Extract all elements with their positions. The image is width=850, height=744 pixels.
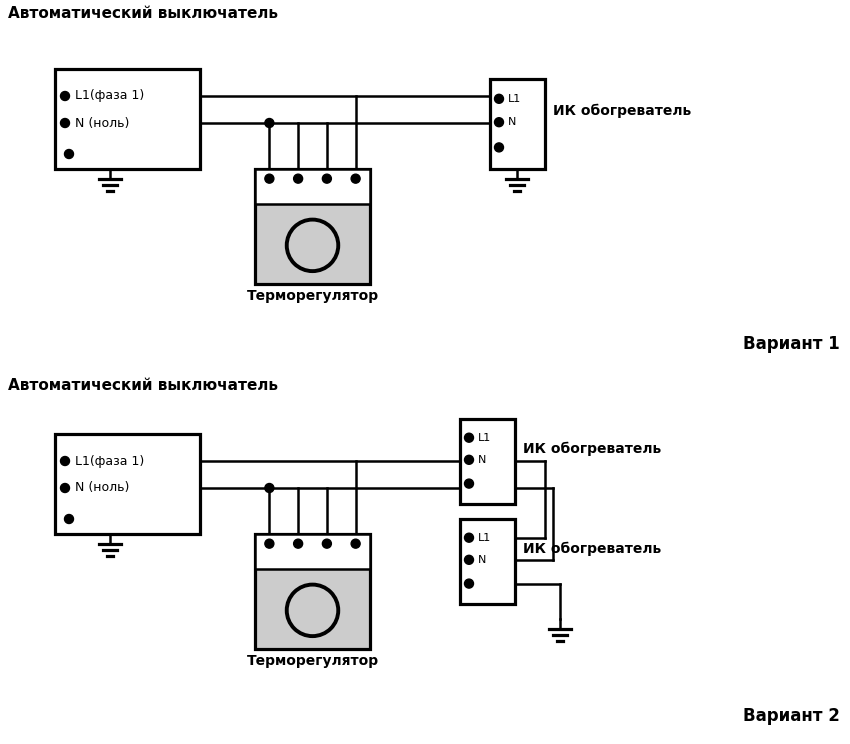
Circle shape: [293, 174, 303, 183]
Text: ИК обогреватель: ИК обогреватель: [553, 103, 691, 118]
Circle shape: [464, 479, 473, 488]
Circle shape: [495, 118, 503, 126]
Text: 2: 2: [324, 189, 330, 199]
Text: N: N: [266, 189, 273, 199]
Circle shape: [322, 539, 332, 548]
Text: N: N: [478, 555, 486, 565]
Text: Автоматический выключатель: Автоматический выключатель: [8, 6, 278, 21]
Text: 1: 1: [353, 554, 359, 564]
Bar: [460, 519, 515, 604]
Circle shape: [60, 484, 70, 493]
Text: 2: 2: [324, 554, 330, 564]
Circle shape: [265, 539, 274, 548]
Circle shape: [293, 539, 303, 548]
Text: N: N: [294, 189, 302, 199]
Bar: [55, 69, 200, 169]
Circle shape: [60, 92, 70, 100]
Bar: [490, 79, 545, 169]
Circle shape: [60, 118, 70, 127]
Bar: [255, 169, 370, 204]
Circle shape: [265, 174, 274, 183]
Circle shape: [464, 555, 473, 564]
Circle shape: [286, 219, 338, 271]
Circle shape: [495, 143, 503, 152]
Circle shape: [464, 433, 473, 442]
Circle shape: [464, 533, 473, 542]
Text: ИК обогреватель: ИК обогреватель: [523, 542, 661, 556]
Bar: [255, 534, 370, 568]
Text: L1: L1: [508, 94, 521, 104]
Circle shape: [351, 174, 360, 183]
Text: N: N: [266, 554, 273, 564]
Text: L1(фаза 1): L1(фаза 1): [75, 89, 144, 103]
Bar: [460, 419, 515, 504]
Text: N (ноль): N (ноль): [75, 117, 129, 129]
Text: N: N: [478, 455, 486, 465]
Circle shape: [60, 457, 70, 466]
Text: 1: 1: [353, 189, 359, 199]
Circle shape: [65, 150, 73, 158]
Circle shape: [464, 579, 473, 588]
Text: Терморегулятор: Терморегулятор: [246, 289, 378, 303]
Text: Терморегулятор: Терморегулятор: [246, 654, 378, 668]
Circle shape: [322, 174, 332, 183]
Text: Вариант 1: Вариант 1: [743, 335, 840, 353]
Circle shape: [265, 484, 274, 493]
Text: Автоматический выключатель: Автоматический выключатель: [8, 378, 278, 393]
Text: Вариант 2: Вариант 2: [743, 707, 840, 725]
Text: L1: L1: [478, 433, 491, 443]
Bar: [255, 169, 370, 284]
Bar: [55, 434, 200, 534]
Text: L1: L1: [478, 533, 491, 542]
Text: N (ноль): N (ноль): [75, 481, 129, 495]
Circle shape: [265, 118, 274, 127]
Text: L1(фаза 1): L1(фаза 1): [75, 455, 144, 467]
Circle shape: [286, 585, 338, 636]
Circle shape: [495, 94, 503, 103]
Circle shape: [65, 515, 73, 524]
Text: N: N: [294, 554, 302, 564]
Text: ИК обогреватель: ИК обогреватель: [523, 442, 661, 456]
Text: N: N: [508, 118, 516, 127]
Circle shape: [351, 539, 360, 548]
Bar: [255, 534, 370, 649]
Circle shape: [464, 455, 473, 464]
